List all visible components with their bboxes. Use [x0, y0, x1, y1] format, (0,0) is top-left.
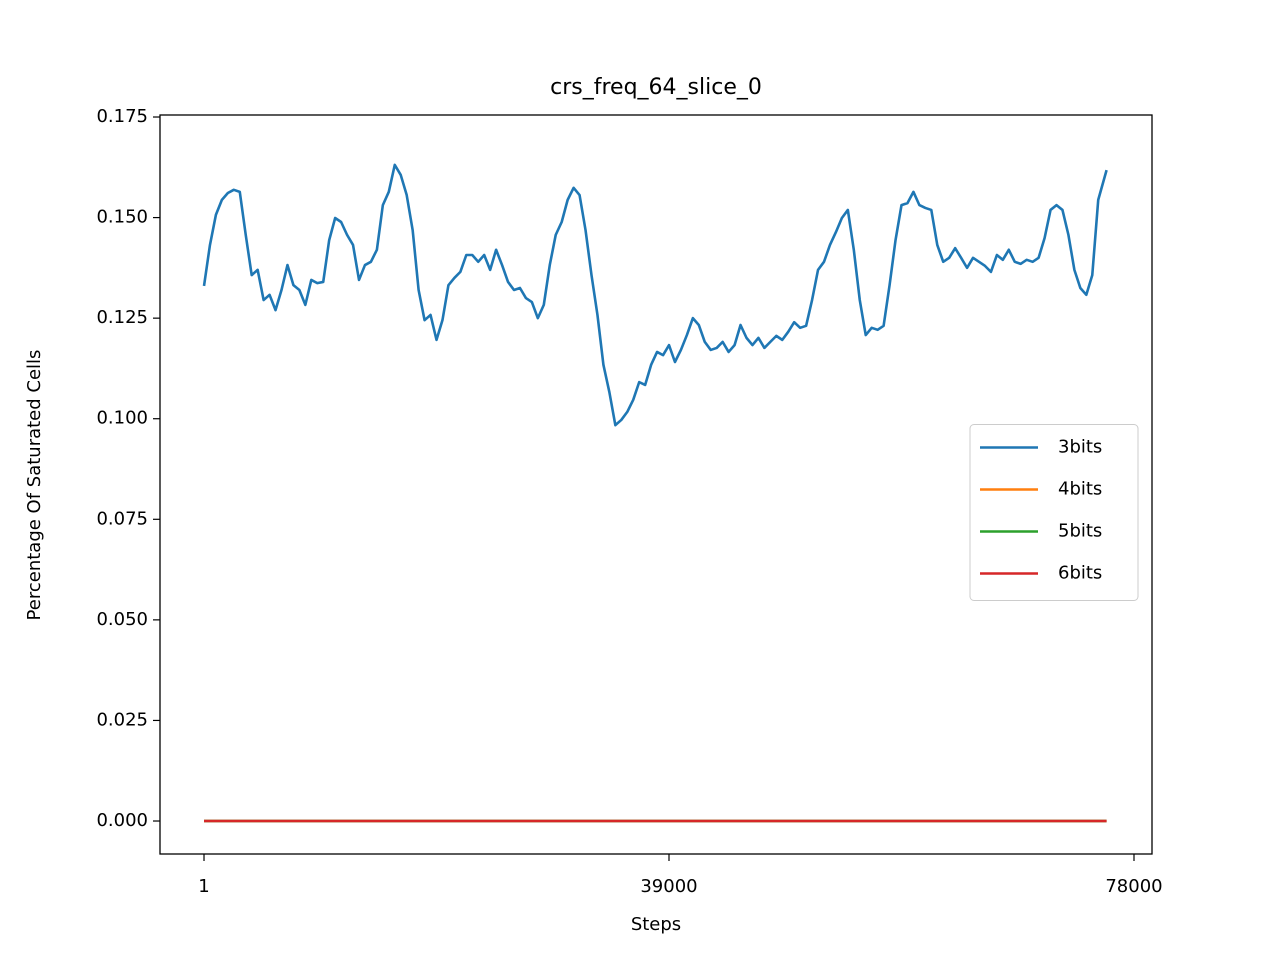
- y-tick-label: 0.100: [96, 408, 148, 429]
- plot-frame: [159, 114, 1153, 855]
- x-tick-label: 39000: [640, 876, 697, 897]
- line-series: [202, 163, 1108, 427]
- legend-label: 4bits: [1058, 479, 1102, 500]
- chart-title: crs_freq_64_slice_0: [550, 75, 762, 100]
- legend-label: 5bits: [1058, 521, 1102, 542]
- legend-box: [969, 424, 1139, 601]
- y-tick-label: 0.125: [96, 307, 148, 328]
- y-tick-label: 0.175: [96, 106, 148, 127]
- x-tick-label: 78000: [1105, 876, 1162, 897]
- y-axis-label: Percentage Of Saturated Cells: [24, 350, 45, 621]
- legend-label: 6bits: [1058, 563, 1102, 584]
- y-tick-label: 0.000: [96, 810, 148, 831]
- x-axis-label: Steps: [631, 914, 681, 935]
- y-tick-label: 0.075: [96, 508, 148, 529]
- y-tick-label: 0.150: [96, 207, 148, 228]
- legend-label: 3bits: [1058, 437, 1102, 458]
- x-tick-label: 1: [198, 876, 209, 897]
- y-tick-label: 0.025: [96, 709, 148, 730]
- y-tick-label: 0.050: [96, 609, 148, 630]
